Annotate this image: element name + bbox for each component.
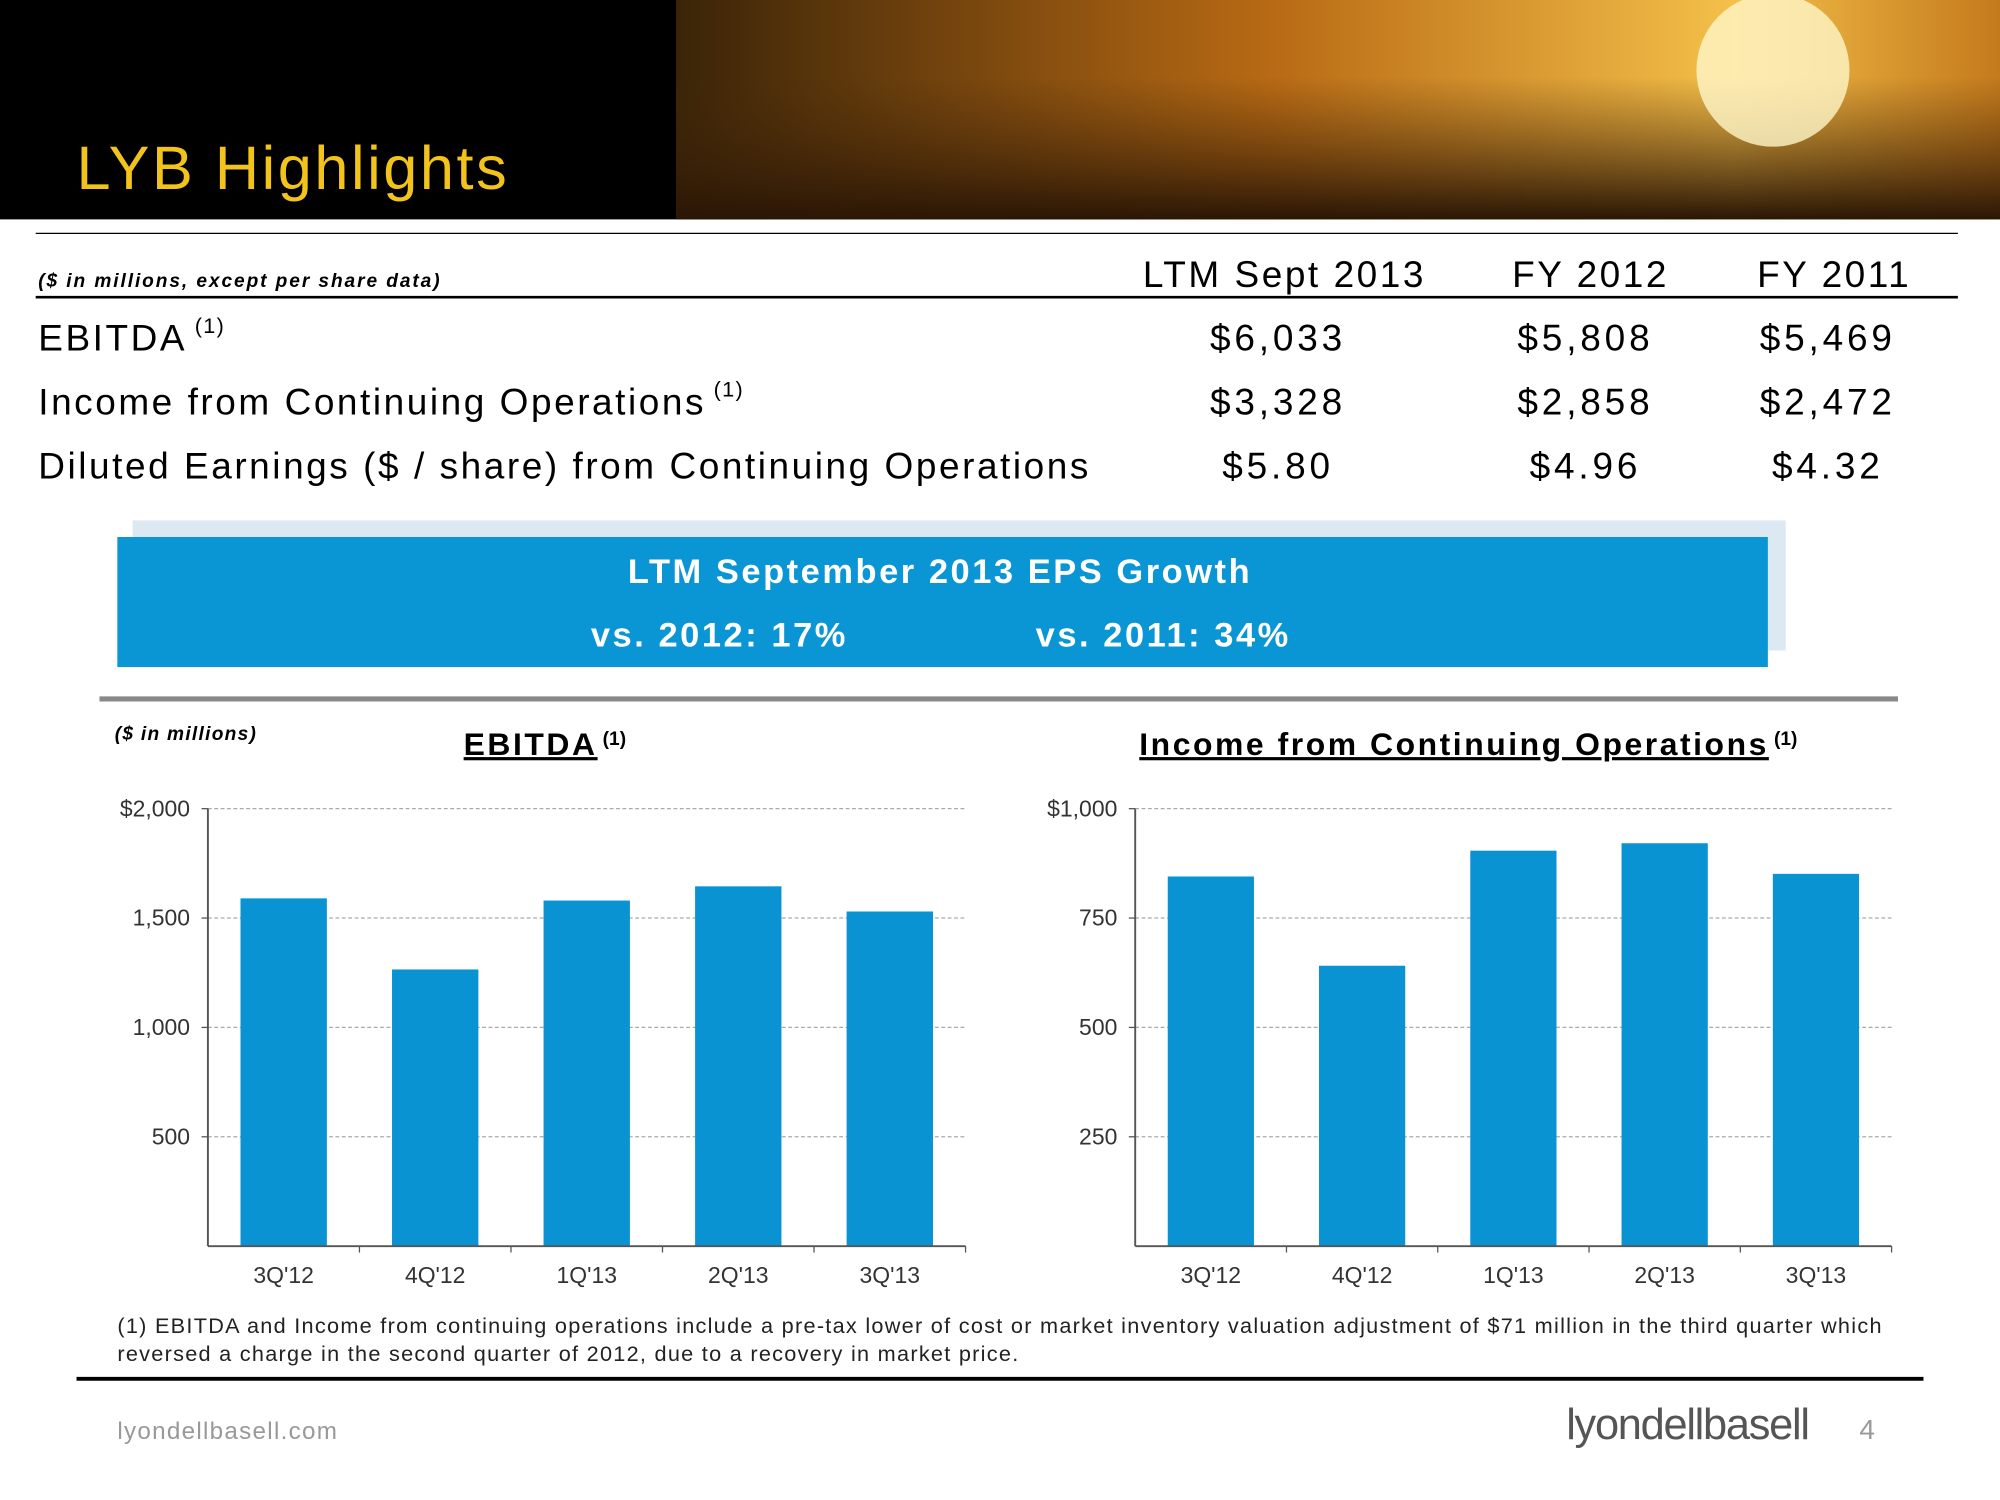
bar	[240, 898, 327, 1247]
x-tick-label: 1Q'13	[556, 1262, 617, 1288]
callout-box	[117, 536, 1768, 668]
x-tick-label: 3Q'13	[1786, 1262, 1847, 1288]
row-label: EBITDA	[38, 318, 187, 359]
cell: $5.80	[1222, 445, 1334, 486]
x-tick-label: 2Q'13	[1634, 1262, 1695, 1288]
callout-title: LTM September 2013 EPS Growth	[628, 553, 1252, 591]
footnote: (1) EBITDA and Income from continuing op…	[117, 1313, 1882, 1338]
row-label: Diluted Earnings ($ / share) from Contin…	[38, 445, 1091, 486]
bar	[1167, 876, 1254, 1247]
cell: $5,469	[1760, 318, 1896, 359]
cell: $6,033	[1210, 318, 1346, 359]
table-caption: ($ in millions, except per share data)	[38, 271, 441, 292]
footer-url: lyondellbasell.com	[117, 1418, 338, 1445]
logo: lyondellbasell	[1566, 1401, 1808, 1449]
cell: $4.32	[1772, 445, 1884, 486]
row-label: Income from Continuing Operations	[38, 382, 706, 423]
footnote: reversed a charge in the second quarter …	[117, 1341, 1019, 1366]
bar	[1470, 850, 1557, 1247]
y-tick-label: 750	[1079, 905, 1117, 931]
cell: $5,808	[1517, 318, 1653, 359]
column-header: LTM Sept 2013	[1143, 254, 1426, 295]
bar	[1621, 843, 1708, 1247]
callout-item: vs. 2011: 34%	[1036, 617, 1291, 655]
bar	[695, 886, 782, 1247]
y-tick-label: 250	[1079, 1123, 1117, 1149]
bar	[543, 900, 630, 1247]
row-marker: (1)	[195, 313, 225, 338]
x-tick-label: 1Q'13	[1483, 1262, 1544, 1288]
callout-item: vs. 2012: 17%	[591, 617, 848, 655]
header-sun	[1696, 0, 1850, 147]
charts-unit: ($ in millions)	[115, 724, 257, 745]
x-tick-label: 3Q'12	[253, 1262, 314, 1288]
x-tick-label: 4Q'12	[1332, 1262, 1393, 1288]
chart-title-marker: (1)	[603, 729, 626, 750]
bar	[1319, 965, 1406, 1247]
x-tick-label: 4Q'12	[405, 1262, 466, 1288]
bar	[1772, 873, 1860, 1247]
row-marker: (1)	[714, 377, 744, 402]
page-title: LYB Highlights	[77, 134, 510, 202]
chart-title: Income from Continuing Operations	[1139, 726, 1769, 762]
cell: $2,472	[1760, 382, 1896, 423]
page-number: 4	[1859, 1414, 1875, 1445]
cell: $2,858	[1517, 382, 1653, 423]
chart-title: EBITDA	[464, 726, 598, 762]
chart-title-marker: (1)	[1774, 729, 1797, 750]
column-header: FY 2011	[1757, 254, 1911, 295]
cell: $4.96	[1530, 445, 1642, 486]
y-tick-label: 500	[152, 1123, 190, 1149]
y-tick-label: 1,500	[133, 905, 190, 931]
x-tick-label: 3Q'13	[860, 1262, 921, 1288]
x-tick-label: 3Q'12	[1181, 1262, 1242, 1288]
x-tick-label: 2Q'13	[708, 1262, 769, 1288]
bar	[392, 969, 479, 1247]
cell: $3,328	[1210, 382, 1346, 423]
column-header: FY 2012	[1512, 254, 1669, 295]
y-tick-label: 500	[1079, 1014, 1117, 1040]
bar	[846, 911, 933, 1247]
y-tick-label: $2,000	[120, 795, 190, 821]
y-tick-label: $1,000	[1047, 795, 1117, 821]
y-tick-label: 1,000	[133, 1014, 190, 1040]
